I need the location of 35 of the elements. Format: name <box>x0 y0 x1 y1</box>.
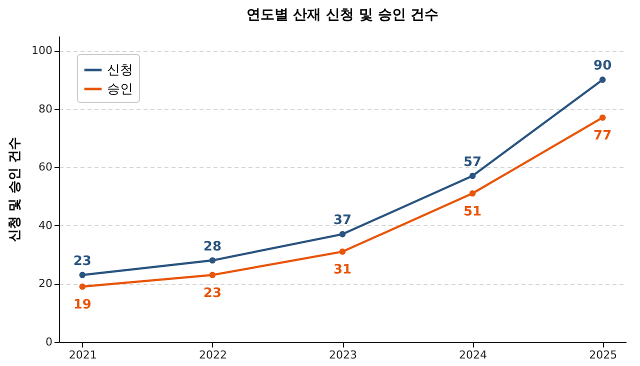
x-tick-label: 2023 <box>329 348 357 362</box>
data-label: 90 <box>594 58 612 74</box>
chart-title: 연도별 산재 신청 및 승인 건수 <box>246 7 439 23</box>
data-label: 37 <box>333 213 352 228</box>
point <box>469 172 476 180</box>
point <box>209 257 216 264</box>
data-label: 57 <box>464 154 482 170</box>
data-label: 23 <box>203 286 222 301</box>
data-label: 23 <box>73 254 92 269</box>
point <box>339 231 346 238</box>
y-tick-label: 20 <box>38 277 52 290</box>
point <box>209 272 216 278</box>
legend-label: 승인 <box>107 82 133 97</box>
point <box>79 272 86 278</box>
x-tick-label: 2025 <box>589 348 618 362</box>
point <box>599 76 606 83</box>
data-label: 31 <box>333 262 352 278</box>
point <box>339 248 346 255</box>
y-tick-label: 100 <box>32 44 52 58</box>
y-axis-title: 신청 및 승인 건수 <box>8 137 23 242</box>
x-tick-label: 2021 <box>68 348 97 362</box>
point <box>79 283 86 290</box>
point <box>469 190 476 197</box>
data-label: 77 <box>594 128 612 144</box>
data-label: 28 <box>203 239 222 254</box>
x-tick-label: 2022 <box>198 348 227 362</box>
y-tick-label: 40 <box>38 218 52 232</box>
legend-label: 신청 <box>107 63 133 78</box>
y-tick-label: 60 <box>38 160 52 174</box>
point <box>599 114 606 121</box>
y-tick-label: 80 <box>38 102 52 116</box>
data-label: 51 <box>464 204 482 220</box>
y-tick-label: 0 <box>46 336 52 348</box>
data-label: 19 <box>73 298 92 313</box>
x-tick-label: 2024 <box>459 348 488 362</box>
